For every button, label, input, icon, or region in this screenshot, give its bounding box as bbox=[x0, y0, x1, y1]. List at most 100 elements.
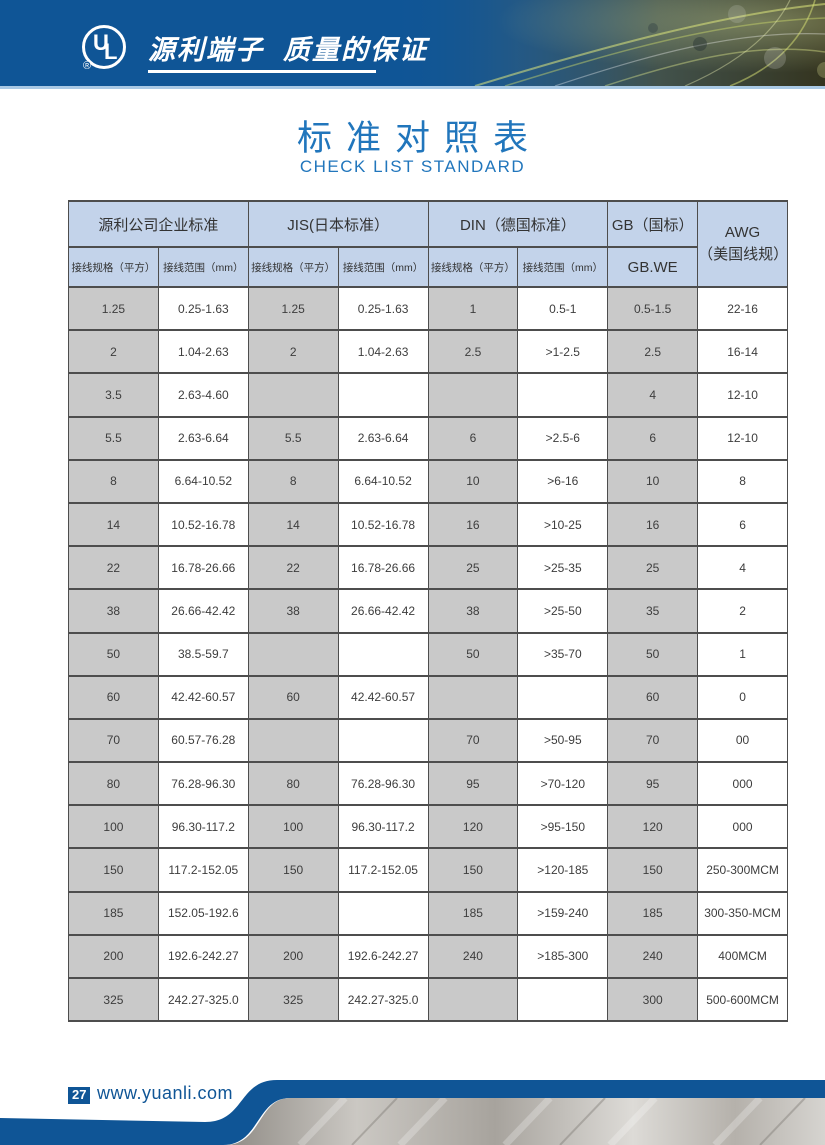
table-cell: 42.42-60.57 bbox=[157, 674, 249, 720]
table-cell: 60 bbox=[607, 674, 699, 720]
table-row: 325 242.27-325.0 325 242.27-325.0 300 500-600… bbox=[68, 976, 788, 1023]
table-cell: 240 bbox=[607, 933, 699, 980]
table-cell: 2.63-4.60 bbox=[157, 372, 249, 418]
table-row: 22 16.78-26.66 22 16.78-26.66 25 >25-35 25 4 bbox=[68, 545, 788, 591]
table-cell: 50 bbox=[607, 631, 699, 677]
ul-logo-letter-l: L bbox=[104, 39, 118, 64]
table-cell: 152.05-192.6 bbox=[157, 890, 249, 936]
table-cell: 96.30-117.2 bbox=[157, 804, 249, 850]
table-cell: 000 bbox=[697, 804, 788, 850]
table-cell: >95-150 bbox=[517, 804, 609, 850]
page-number-badge: 27 bbox=[68, 1087, 91, 1105]
table-row: 2 1.04-2.63 2 1.04-2.63 2.5 >1-2.5 2.5 16-14 bbox=[68, 329, 788, 375]
table-cell: 0.5-1.5 bbox=[607, 285, 699, 332]
table-cell: >2.5-6 bbox=[517, 415, 609, 461]
table-cell: 3.5 bbox=[68, 372, 159, 418]
table-row: 3.5 2.63-4.60 4 12-10 bbox=[68, 372, 788, 418]
table-cell: 10 bbox=[427, 458, 519, 504]
table-cell: 1.04-2.63 bbox=[157, 329, 249, 375]
table-cell: 8 bbox=[247, 458, 339, 504]
table-cell: 117.2-152.05 bbox=[337, 847, 429, 893]
table-cell: 35 bbox=[607, 588, 699, 634]
table-cell bbox=[247, 631, 339, 677]
table-cell: 16-14 bbox=[697, 329, 788, 375]
col-group-yuanli: 源利公司企业标准 bbox=[68, 200, 249, 248]
awg-label-line1: AWG bbox=[724, 223, 761, 241]
table-cell bbox=[427, 372, 519, 418]
table-cell: 2 bbox=[68, 329, 159, 375]
brand-underline bbox=[148, 70, 376, 73]
table-cell: 50 bbox=[68, 631, 159, 677]
table-cell: 95 bbox=[427, 761, 519, 807]
footer-blue-ribbon bbox=[0, 1080, 825, 1145]
table-cell: 16 bbox=[607, 501, 699, 548]
table-cell bbox=[427, 674, 519, 720]
ul-logo-circle: U L ® bbox=[82, 25, 126, 72]
subheader-din-spec: 接线规格（平方） bbox=[427, 246, 519, 288]
header-bar: U L ® 源利端子 质量的保证 bbox=[0, 0, 825, 89]
table-cell: 22 bbox=[247, 545, 339, 591]
table-cell bbox=[517, 372, 609, 418]
table-cell: 2.63-6.64 bbox=[157, 415, 249, 461]
table-cell: 10.52-16.78 bbox=[157, 501, 249, 548]
table-cell: 60.57-76.28 bbox=[157, 717, 249, 764]
table-header: 源利公司企业标准 JIS(日本标准） DIN（德国标准） GB（国标） AWG … bbox=[68, 200, 788, 288]
table-cell bbox=[337, 890, 429, 936]
brand-slogan: 源利端子 质量的保证 bbox=[148, 35, 429, 65]
table-cell: 185 bbox=[68, 890, 159, 936]
table-cell: 70 bbox=[607, 717, 699, 764]
subheader-jis-range: 接线范围（mm） bbox=[337, 246, 429, 288]
table-cell: 000 bbox=[697, 761, 788, 807]
table-cell: >10-25 bbox=[517, 501, 609, 548]
table-cell: >159-240 bbox=[517, 890, 609, 936]
ul-logo-letter-u: U bbox=[93, 30, 109, 55]
subheader-gbwe: GB.WE bbox=[607, 246, 699, 288]
table-cell: 16.78-26.66 bbox=[157, 545, 249, 591]
table-cell: 4 bbox=[607, 372, 699, 418]
table-cell: 5.5 bbox=[247, 415, 339, 461]
table-cell: 0.5-1 bbox=[517, 285, 609, 332]
table-cell: 0.25-1.63 bbox=[337, 285, 429, 332]
table-cell: 38 bbox=[68, 588, 159, 634]
table-cell: 0 bbox=[697, 674, 788, 720]
table-cell: 1.25 bbox=[247, 285, 339, 332]
header-decoration-swoosh bbox=[385, 0, 825, 86]
table-cell: 0.25-1.63 bbox=[157, 285, 249, 332]
table-cell: 325 bbox=[247, 976, 339, 1023]
table-row: 14 10.52-16.78 14 10.52-16.78 16 >10-25 16 6 bbox=[68, 501, 788, 548]
table-cell: 76.28-96.30 bbox=[337, 761, 429, 807]
table-cell: 8 bbox=[68, 458, 159, 504]
table-cell: 50 bbox=[427, 631, 519, 677]
table-cell: 400MCM bbox=[697, 933, 788, 980]
table-cell: 2 bbox=[247, 329, 339, 375]
subheader-jis-spec: 接线规格（平方） bbox=[247, 246, 339, 288]
table-cell: 6.64-10.52 bbox=[157, 458, 249, 504]
table-cell: 5.5 bbox=[68, 415, 159, 461]
table-sub-header-row: 接线规格（平方） 接线范围（mm） 接线规格（平方） 接线范围（mm） 接线规格… bbox=[68, 246, 788, 288]
table-cell: 8 bbox=[697, 458, 788, 504]
table-cell bbox=[337, 631, 429, 677]
table-row: 80 76.28-96.30 80 76.28-96.30 95 >70-120 95 000 bbox=[68, 761, 788, 807]
table-row: 5.5 2.63-6.64 5.5 2.63-6.64 6 >2.5-6 6 12-10 bbox=[68, 415, 788, 461]
table-cell: >25-50 bbox=[517, 588, 609, 634]
table-cell: 325 bbox=[68, 976, 159, 1023]
table-body: 1.25 0.25-1.63 1.25 0.25-1.63 1 0.5-1 0.5-1.5 2… bbox=[68, 285, 788, 1023]
table-cell: >120-185 bbox=[517, 847, 609, 893]
table-cell: 240 bbox=[427, 933, 519, 980]
table-cell bbox=[517, 976, 609, 1023]
table-cell: 300 bbox=[607, 976, 699, 1023]
table-row: 70 60.57-76.28 70 >50-95 70 00 bbox=[68, 717, 788, 764]
table-cell bbox=[247, 717, 339, 764]
table-cell: 10.52-16.78 bbox=[337, 501, 429, 548]
table-cell: 500-600MCM bbox=[697, 976, 788, 1023]
table-cell: 70 bbox=[427, 717, 519, 764]
table-cell: 250-300MCM bbox=[697, 847, 788, 893]
table-cell: 80 bbox=[247, 761, 339, 807]
table-cell: 200 bbox=[247, 933, 339, 980]
table-cell: 95 bbox=[607, 761, 699, 807]
table-row: 1.25 0.25-1.63 1.25 0.25-1.63 1 0.5-1 0.5-1.5 2… bbox=[68, 285, 788, 332]
table-cell: 42.42-60.57 bbox=[337, 674, 429, 720]
table-cell: 192.6-242.27 bbox=[157, 933, 249, 980]
table-cell: 120 bbox=[607, 804, 699, 850]
